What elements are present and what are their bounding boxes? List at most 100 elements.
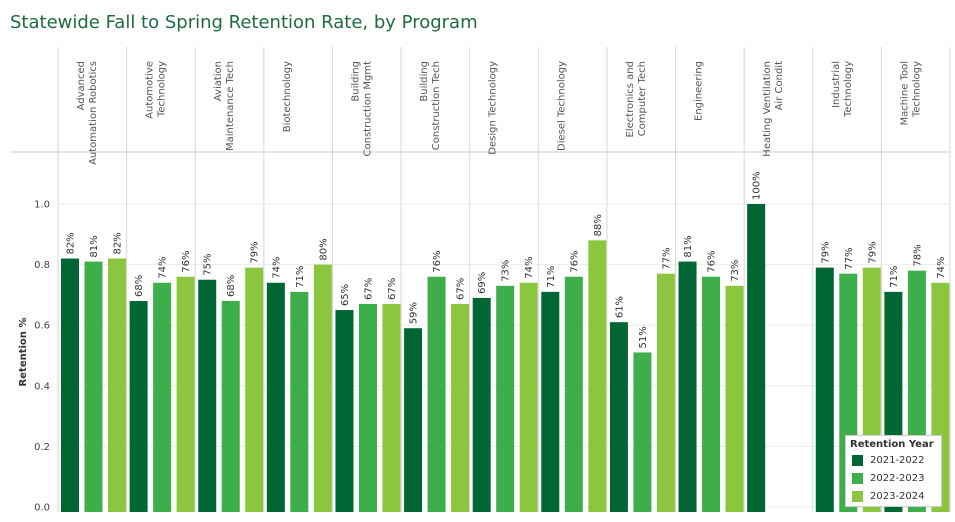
bar bbox=[176, 276, 195, 512]
legend-item: 2023-2024 bbox=[846, 488, 941, 506]
legend-swatch bbox=[852, 455, 863, 466]
data-label: 76% bbox=[432, 250, 443, 272]
data-label: 65% bbox=[340, 284, 351, 306]
bar bbox=[519, 282, 538, 512]
category-label: Computer Tech bbox=[637, 61, 648, 136]
bar bbox=[84, 261, 103, 512]
data-label: 77% bbox=[844, 247, 855, 269]
data-label: 81% bbox=[683, 235, 694, 257]
data-label: 69% bbox=[477, 272, 488, 294]
data-label: 74% bbox=[524, 257, 535, 279]
legend-label: 2022-2023 bbox=[870, 473, 925, 484]
legend-item: 2022-2023 bbox=[846, 470, 941, 488]
category-label: Electronics and bbox=[625, 61, 636, 138]
y-tick-label: 0.2 bbox=[34, 442, 50, 453]
legend-label: 2021-2022 bbox=[870, 455, 925, 466]
data-label: 67% bbox=[387, 278, 398, 300]
bar bbox=[609, 322, 628, 512]
data-label: 80% bbox=[318, 238, 329, 260]
category-label: Diesel Technology bbox=[556, 61, 567, 151]
data-label: 77% bbox=[661, 247, 672, 269]
data-label: 82% bbox=[113, 232, 124, 254]
bar bbox=[153, 282, 172, 512]
legend-swatch bbox=[852, 491, 863, 502]
data-label: 71% bbox=[889, 266, 900, 288]
category-label: Design Technology bbox=[488, 61, 499, 155]
data-label: 79% bbox=[250, 241, 261, 263]
category-label: Engineering bbox=[694, 61, 705, 121]
bar bbox=[129, 300, 148, 512]
category-label: Maintenance Tech bbox=[225, 61, 236, 151]
bar bbox=[747, 204, 766, 512]
data-label: 73% bbox=[730, 260, 741, 282]
legend-label: 2023-2024 bbox=[870, 491, 925, 502]
bar bbox=[588, 240, 607, 513]
bar bbox=[221, 300, 240, 512]
data-label: 67% bbox=[363, 278, 374, 300]
data-label: 68% bbox=[134, 275, 145, 297]
bar bbox=[702, 276, 721, 512]
category-label: Industrial bbox=[831, 61, 842, 108]
bar bbox=[313, 264, 332, 512]
bar bbox=[725, 285, 744, 512]
bar bbox=[472, 297, 491, 512]
bar bbox=[496, 285, 515, 512]
category-label: Air Condit bbox=[774, 61, 785, 110]
data-label: 67% bbox=[456, 278, 467, 300]
bar bbox=[541, 291, 560, 512]
legend-item: 2021-2022 bbox=[846, 452, 941, 470]
legend-swatch bbox=[852, 473, 863, 484]
data-label: 88% bbox=[593, 214, 604, 236]
bar bbox=[815, 267, 834, 512]
category-label: Technology bbox=[843, 61, 854, 118]
bar bbox=[266, 282, 285, 512]
y-tick-label: 1.0 bbox=[34, 200, 50, 211]
data-label: 79% bbox=[820, 241, 831, 263]
data-label: 59% bbox=[409, 302, 420, 324]
bar bbox=[358, 303, 377, 512]
category-label: Aviation bbox=[213, 61, 224, 101]
data-label: 73% bbox=[501, 260, 512, 282]
category-label: Automotive bbox=[145, 61, 156, 119]
y-tick-label: 0.6 bbox=[34, 321, 50, 332]
category-label: Biotechnology bbox=[282, 61, 293, 132]
bar bbox=[633, 352, 652, 512]
bar bbox=[427, 276, 446, 512]
bar bbox=[564, 276, 583, 512]
data-label: 76% bbox=[181, 250, 192, 272]
y-tick-label: 0.0 bbox=[34, 503, 50, 514]
category-label: Heating Ventilation bbox=[762, 61, 773, 157]
category-label: Technology bbox=[157, 61, 168, 118]
bar bbox=[678, 261, 697, 512]
category-label: Construction Mgmt bbox=[362, 61, 373, 157]
data-label: 75% bbox=[203, 254, 214, 276]
y-tick-label: 0.4 bbox=[34, 381, 50, 392]
bar bbox=[290, 291, 309, 512]
legend: Retention Year 2021-2022 2022-2023 2023-20… bbox=[845, 435, 942, 507]
data-label: 71% bbox=[546, 266, 557, 288]
bar bbox=[404, 328, 423, 512]
bar bbox=[335, 310, 354, 512]
category-label: Automation Robotics bbox=[88, 61, 99, 165]
data-label: 68% bbox=[226, 275, 237, 297]
category-label: Machine Tool bbox=[899, 61, 910, 125]
category-label: Building bbox=[350, 61, 361, 102]
data-label: 81% bbox=[89, 235, 100, 257]
data-label: 100% bbox=[752, 171, 763, 200]
category-label: Advanced bbox=[76, 61, 87, 110]
y-axis-title: Retention % bbox=[18, 318, 29, 387]
data-label: 76% bbox=[707, 250, 718, 272]
chart-title: Statewide Fall to Spring Retention Rate,… bbox=[10, 12, 478, 33]
category-label: Construction Tech bbox=[431, 61, 442, 150]
data-label: 79% bbox=[867, 241, 878, 263]
bar bbox=[198, 279, 217, 512]
data-label: 74% bbox=[271, 257, 282, 279]
data-label: 61% bbox=[614, 296, 625, 318]
data-label: 74% bbox=[158, 257, 169, 279]
data-label: 51% bbox=[638, 326, 649, 348]
category-label: Building bbox=[419, 61, 430, 102]
bar bbox=[656, 273, 675, 512]
data-label: 74% bbox=[936, 257, 947, 279]
